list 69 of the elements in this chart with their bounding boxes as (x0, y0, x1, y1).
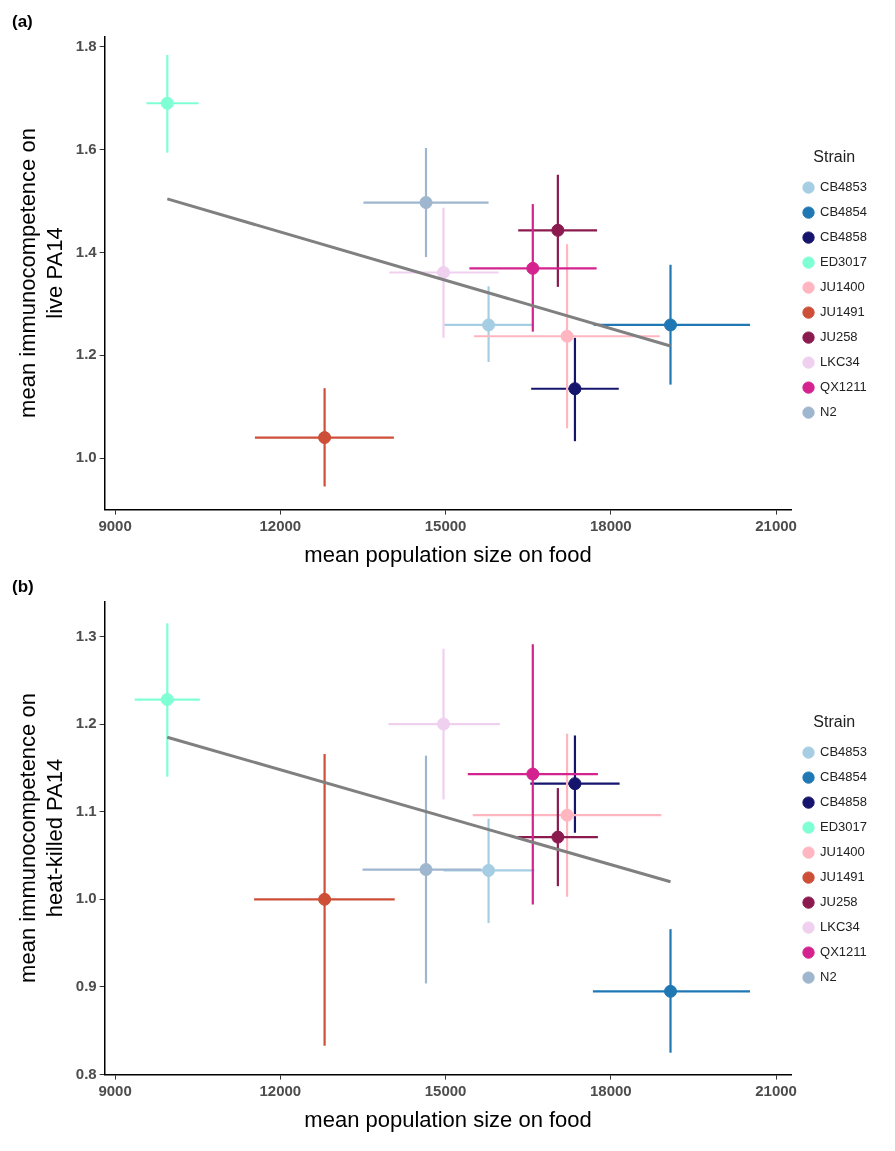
legend-label: LKC34 (820, 919, 860, 935)
chart-title: (a) (12, 11, 33, 31)
point (437, 717, 451, 731)
y-tick-label: 1.1 (75, 801, 97, 819)
legend-label: CB4853 (820, 179, 868, 195)
legend-label: JU1400 (820, 844, 865, 860)
x-tick-label: 9000 (98, 1081, 132, 1099)
point (560, 329, 574, 343)
point (419, 863, 433, 877)
legend-label: ED3017 (820, 254, 868, 270)
point (482, 863, 496, 877)
point (560, 808, 574, 822)
x-tick-label: 15000 (424, 516, 467, 534)
point (526, 767, 540, 781)
legend-label: JU258 (820, 329, 858, 345)
legend-label: QX1211 (820, 379, 867, 395)
legend-title: Strain (813, 713, 856, 731)
x-tick-label: 15000 (424, 1081, 467, 1099)
y-tick-label: 1.0 (75, 448, 97, 466)
x-tick-label: 12000 (259, 1081, 302, 1099)
point (160, 693, 174, 707)
y-axis-title: mean immunocompetence on live PA14 (15, 128, 67, 418)
point (664, 984, 678, 998)
point (437, 265, 451, 279)
legend-label: QX1211 (820, 944, 867, 960)
x-tick-label: 9000 (98, 516, 132, 534)
y-axis-title: mean immunocompetence on heat-killed PA14 (15, 693, 67, 983)
legend-label: LKC34 (820, 354, 860, 370)
legend-label: ED3017 (820, 819, 868, 835)
point (318, 892, 332, 906)
x-tick-label: 18000 (589, 516, 632, 534)
point (551, 223, 565, 237)
x-tick-label: 18000 (589, 1081, 632, 1099)
x-tick-label: 21000 (755, 1081, 797, 1099)
legend-label: JU258 (820, 894, 858, 910)
legend-label: N2 (820, 969, 837, 985)
legend-label: JU1491 (820, 869, 865, 885)
point (551, 830, 565, 844)
y-tick-label: 1.2 (75, 714, 97, 732)
legend-label: N2 (820, 404, 837, 420)
x-tick-label: 12000 (259, 516, 302, 534)
point (664, 318, 678, 332)
legend-title: Strain (813, 148, 856, 166)
point (568, 777, 582, 791)
chart-title: (b) (12, 576, 34, 596)
y-tick-label: 1.0 (75, 889, 97, 907)
point (160, 96, 174, 110)
x-axis-title: mean population size on food (304, 1106, 592, 1132)
legend-label: CB4854 (820, 204, 868, 220)
point (568, 382, 582, 396)
point (526, 261, 540, 275)
y-tick-label: 1.4 (75, 242, 98, 260)
legend-label: JU1491 (820, 304, 865, 320)
y-tick-label: 1.6 (75, 139, 97, 157)
point (419, 196, 433, 210)
legend-label: CB4853 (820, 744, 868, 760)
y-tick-label: 0.8 (75, 1064, 97, 1082)
x-tick-label: 21000 (755, 516, 797, 534)
y-tick-label: 1.3 (75, 626, 97, 644)
point (482, 318, 496, 332)
y-tick-label: 1.8 (75, 36, 97, 54)
legend-label: CB4854 (820, 769, 868, 785)
y-tick-label: 0.9 (75, 977, 97, 995)
legend-label: JU1400 (820, 279, 865, 295)
x-axis-title: mean population size on food (304, 541, 592, 567)
legend-label: CB4858 (820, 229, 868, 245)
point (318, 431, 332, 445)
y-tick-label: 1.2 (75, 345, 97, 363)
legend-label: CB4858 (820, 794, 868, 810)
